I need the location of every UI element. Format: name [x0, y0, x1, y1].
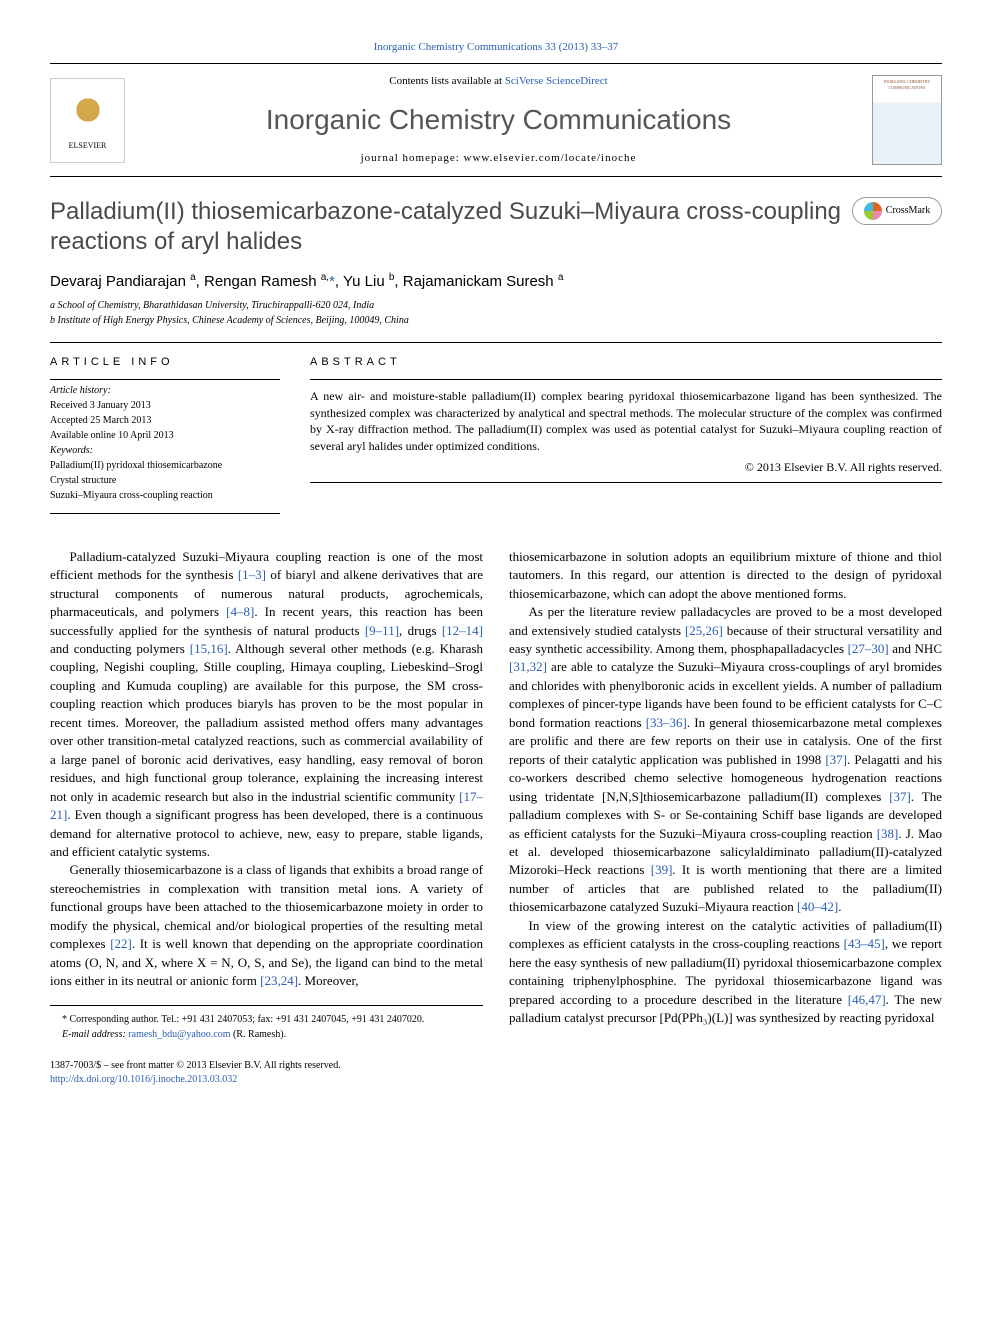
received-date: Received 3 January 2013 [50, 399, 280, 413]
ref-link[interactable]: [15,16] [190, 641, 228, 656]
abstract-bottom-rule [310, 482, 942, 483]
masthead-center: Contents lists available at SciVerse Sci… [140, 74, 857, 166]
crossmark-badge[interactable]: CrossMark [852, 197, 942, 225]
left-column: Palladium-catalyzed Suzuki–Miyaura coupl… [50, 548, 483, 1043]
article-info-column: article info Article history: Received 3… [50, 347, 280, 517]
ref-link[interactable]: [4–8] [226, 604, 254, 619]
abstract-column: abstract A new air- and moisture-stable … [310, 347, 942, 517]
running-header: Inorganic Chemistry Communications 33 (2… [50, 40, 942, 55]
email-person: (R. Ramesh). [231, 1029, 287, 1040]
article-history: Article history: Received 3 January 2013… [50, 384, 280, 443]
ref-link[interactable]: [31,32] [509, 659, 547, 674]
ref-link[interactable]: [46,47] [848, 992, 886, 1007]
ref-link[interactable]: [33–36] [646, 715, 687, 730]
corresponding-author-note: * Corresponding author. Tel.: +91 431 24… [50, 1013, 483, 1027]
info-section: article info Article history: Received 3… [50, 347, 942, 517]
history-label: Article history: [50, 384, 280, 398]
ref-link[interactable]: [25,26] [685, 623, 723, 638]
body-paragraph: Generally thiosemicarbazone is a class o… [50, 861, 483, 990]
homepage-label: journal homepage: [361, 152, 464, 164]
info-left-bottom-rule [50, 513, 280, 514]
homepage-url: www.elsevier.com/locate/inoche [464, 152, 637, 164]
keyword-3: Suzuki–Miyaura cross-coupling reaction [50, 489, 280, 503]
ref-link[interactable]: [22] [110, 936, 132, 951]
body-columns: Palladium-catalyzed Suzuki–Miyaura coupl… [50, 548, 942, 1043]
ref-link[interactable]: [39] [651, 862, 673, 877]
contents-line: Contents lists available at SciVerse Sci… [140, 74, 857, 89]
citation-text: Inorganic Chemistry Communications 33 (2… [374, 41, 619, 53]
info-left-rule [50, 379, 280, 380]
header-rule [50, 63, 942, 64]
article-title: Palladium(II) thiosemicarbazone-catalyze… [50, 197, 852, 257]
affiliations: a School of Chemistry, Bharathidasan Uni… [50, 298, 942, 328]
affiliation-a: a School of Chemistry, Bharathidasan Uni… [50, 298, 942, 313]
publisher-name: ELSEVIER [69, 140, 107, 151]
contents-prefix: Contents lists available at [389, 75, 504, 87]
keywords-label: Keywords: [50, 444, 280, 458]
ref-link[interactable]: [43–45] [844, 936, 885, 951]
crossmark-icon [864, 202, 882, 220]
ref-link[interactable]: [37] [889, 789, 911, 804]
keyword-1: Palladium(II) pyridoxal thiosemicarbazon… [50, 459, 280, 473]
journal-title: Inorganic Chemistry Communications [140, 100, 857, 139]
ref-link[interactable]: [40–42] [797, 899, 838, 914]
keywords-block: Keywords: Palladium(II) pyridoxal thiose… [50, 444, 280, 503]
abstract-copyright: © 2013 Elsevier B.V. All rights reserved… [310, 459, 942, 476]
info-top-rule [50, 342, 942, 343]
elsevier-tree-icon [63, 90, 113, 140]
bottom-bar: 1387-7003/$ – see front matter © 2013 El… [50, 1059, 942, 1087]
body-paragraph: As per the literature review palladacycl… [509, 603, 942, 917]
doi-link[interactable]: http://dx.doi.org/10.1016/j.inoche.2013.… [50, 1074, 237, 1085]
journal-homepage: journal homepage: www.elsevier.com/locat… [140, 151, 857, 166]
email-link[interactable]: ramesh_bdu@yahoo.com [128, 1029, 230, 1040]
journal-cover-thumbnail: INORGANIC CHEMISTRY COMMUNICATIONS [872, 75, 942, 165]
elsevier-logo: ELSEVIER [50, 78, 125, 163]
email-line: E-mail address: ramesh_bdu@yahoo.com (R.… [50, 1028, 483, 1042]
bottom-left: 1387-7003/$ – see front matter © 2013 El… [50, 1059, 341, 1087]
online-date: Available online 10 April 2013 [50, 429, 280, 443]
accepted-date: Accepted 25 March 2013 [50, 414, 280, 428]
abstract-heading: abstract [310, 355, 942, 370]
email-label: E-mail address: [62, 1029, 128, 1040]
ref-link[interactable]: [9–11] [365, 623, 399, 638]
masthead: ELSEVIER Contents lists available at Sci… [50, 74, 942, 177]
body-paragraph: In view of the growing interest on the c… [509, 917, 942, 1028]
crossmark-label: CrossMark [886, 204, 930, 218]
issn-line: 1387-7003/$ – see front matter © 2013 El… [50, 1059, 341, 1073]
affiliation-b: b Institute of High Energy Physics, Chin… [50, 313, 942, 328]
keyword-2: Crystal structure [50, 474, 280, 488]
footnotes: * Corresponding author. Tel.: +91 431 24… [50, 1005, 483, 1042]
ref-link[interactable]: [1–3] [238, 567, 266, 582]
ref-link[interactable]: [37] [825, 752, 847, 767]
cover-title: INORGANIC CHEMISTRY COMMUNICATIONS [873, 76, 941, 90]
right-column: thiosemicarbazone in solution adopts an … [509, 548, 942, 1043]
ref-link[interactable]: [27–30] [848, 641, 889, 656]
ref-link[interactable]: [38] [877, 826, 899, 841]
ref-link[interactable]: [12–14] [442, 623, 483, 638]
body-paragraph: Palladium-catalyzed Suzuki–Miyaura coupl… [50, 548, 483, 862]
abstract-text: A new air- and moisture-stable palladium… [310, 388, 942, 455]
article-info-heading: article info [50, 355, 280, 370]
abstract-rule [310, 379, 942, 380]
author-list: Devaraj Pandiarajan a, Rengan Ramesh a,*… [50, 271, 942, 292]
body-paragraph: thiosemicarbazone in solution adopts an … [509, 548, 942, 603]
sciencedirect-link[interactable]: SciVerse ScienceDirect [505, 75, 608, 87]
ref-link[interactable]: [23,24] [260, 973, 298, 988]
article-header: Palladium(II) thiosemicarbazone-catalyze… [50, 197, 942, 257]
